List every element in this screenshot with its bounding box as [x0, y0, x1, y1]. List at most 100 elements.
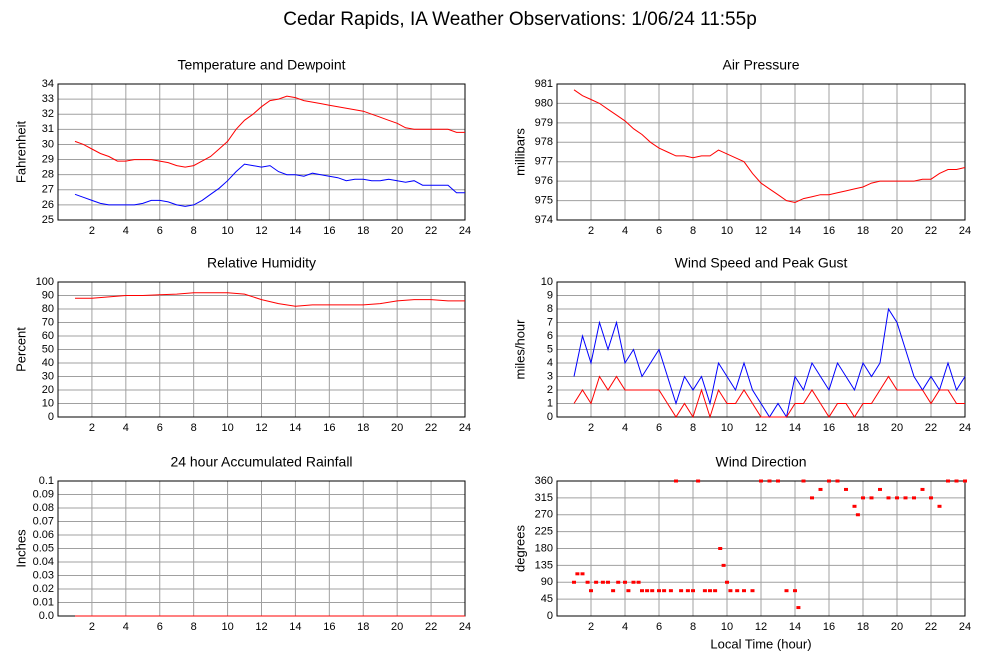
- data-point: [920, 487, 925, 491]
- x-tick-label: 6: [157, 225, 163, 237]
- x-tick-label: 4: [123, 225, 129, 237]
- y-axis-label: Inches: [13, 529, 28, 568]
- y-tick-label: 975: [535, 194, 553, 206]
- data-point: [650, 589, 655, 593]
- y-tick-label: 4: [547, 357, 553, 369]
- data-point: [835, 479, 840, 483]
- y-tick-label: 360: [535, 475, 553, 487]
- x-tick-label: 22: [425, 225, 437, 237]
- data-point: [852, 504, 857, 508]
- x-tick-label: 22: [425, 621, 437, 633]
- data-point: [572, 580, 576, 584]
- x-tick-label: 18: [357, 225, 369, 237]
- x-tick-label: 14: [289, 225, 301, 237]
- y-tick-label: 0.0: [39, 610, 54, 622]
- panel-title: Relative Humidity: [207, 255, 316, 271]
- x-tick-label: 24: [959, 621, 971, 633]
- x-tick-label: 4: [622, 225, 628, 237]
- y-tick-label: 0: [547, 610, 553, 622]
- x-tick-label: 24: [459, 621, 471, 633]
- x-tick-label: 8: [690, 422, 696, 434]
- data-point: [636, 580, 641, 584]
- x-tick-label: 4: [123, 422, 129, 434]
- y-tick-label: 979: [535, 117, 553, 129]
- data-point: [886, 496, 891, 500]
- y-tick-label: 0.02: [33, 583, 54, 595]
- data-point: [708, 589, 712, 593]
- y-tick-label: 28: [42, 169, 54, 181]
- y-tick-label: 2: [547, 384, 553, 396]
- data-point: [742, 589, 746, 593]
- x-tick-label: 12: [255, 621, 267, 633]
- data-point: [645, 589, 650, 593]
- x-axis-label: Local Time (hour): [710, 636, 811, 651]
- x-tick-label: 20: [891, 422, 903, 434]
- x-tick-label: 2: [588, 621, 594, 633]
- data-point: [759, 479, 763, 483]
- x-tick-label: 10: [721, 225, 733, 237]
- panel-title: Wind Speed and Peak Gust: [675, 255, 848, 271]
- x-tick-label: 12: [255, 225, 267, 237]
- x-tick-label: 10: [721, 621, 733, 633]
- data-point: [662, 589, 667, 593]
- data-line: [74, 95, 465, 168]
- x-tick-label: 24: [959, 225, 971, 237]
- data-point: [626, 589, 631, 593]
- x-tick-label: 22: [925, 621, 937, 633]
- data-point: [611, 589, 616, 593]
- data-point: [776, 479, 780, 483]
- panel-title: Wind Direction: [715, 454, 806, 470]
- data-point: [767, 479, 772, 483]
- y-tick-label: 33: [42, 93, 54, 105]
- data-point: [696, 479, 701, 483]
- panel: Air Pressure millibars 974 975 976 977 978 979 9…: [512, 57, 971, 237]
- data-point: [810, 496, 814, 500]
- data-point: [721, 563, 726, 567]
- y-tick-label: 135: [535, 559, 553, 571]
- y-tick-label: 3: [547, 370, 553, 382]
- data-point: [616, 580, 621, 584]
- data-point: [827, 479, 831, 483]
- y-tick-label: 45: [541, 593, 553, 605]
- data-point: [575, 572, 580, 576]
- x-tick-label: 6: [157, 621, 163, 633]
- y-tick-label: 0.06: [33, 529, 54, 541]
- x-tick-label: 14: [789, 621, 801, 633]
- y-axis-label: millibars: [512, 128, 527, 176]
- x-tick-label: 22: [925, 225, 937, 237]
- y-tick-label: 980: [535, 97, 553, 109]
- y-tick-label: 40: [42, 357, 54, 369]
- x-tick-label: 4: [622, 621, 628, 633]
- x-tick-label: 6: [656, 225, 662, 237]
- y-tick-label: 31: [42, 123, 54, 135]
- x-tick-label: 14: [289, 621, 301, 633]
- x-tick-label: 18: [857, 621, 869, 633]
- data-point: [954, 479, 959, 483]
- x-tick-label: 8: [690, 621, 696, 633]
- x-tick-label: 4: [123, 621, 129, 633]
- x-tick-label: 24: [959, 422, 971, 434]
- y-tick-label: 30: [42, 138, 54, 150]
- y-tick-label: 5: [547, 343, 553, 355]
- x-tick-label: 24: [459, 422, 471, 434]
- x-tick-label: 8: [191, 225, 197, 237]
- y-tick-label: 0.03: [33, 569, 54, 581]
- x-tick-label: 22: [425, 422, 437, 434]
- x-tick-label: 14: [789, 225, 801, 237]
- data-point: [963, 479, 967, 483]
- x-tick-label: 12: [755, 422, 767, 434]
- y-tick-label: 0.05: [33, 542, 54, 554]
- data-point: [674, 479, 678, 483]
- x-tick-label: 10: [221, 621, 233, 633]
- x-tick-label: 20: [891, 621, 903, 633]
- x-tick-label: 12: [755, 621, 767, 633]
- data-point: [725, 580, 729, 584]
- x-tick-label: 2: [89, 422, 95, 434]
- data-line: [573, 89, 966, 204]
- panel: Wind Direction degrees Local Time (hour) 0 4…: [512, 454, 971, 652]
- y-tick-label: 981: [535, 78, 553, 90]
- x-tick-label: 16: [823, 225, 835, 237]
- data-point: [861, 496, 865, 500]
- panel: Wind Speed and Peak Gustmiles/hour012345…: [512, 255, 971, 434]
